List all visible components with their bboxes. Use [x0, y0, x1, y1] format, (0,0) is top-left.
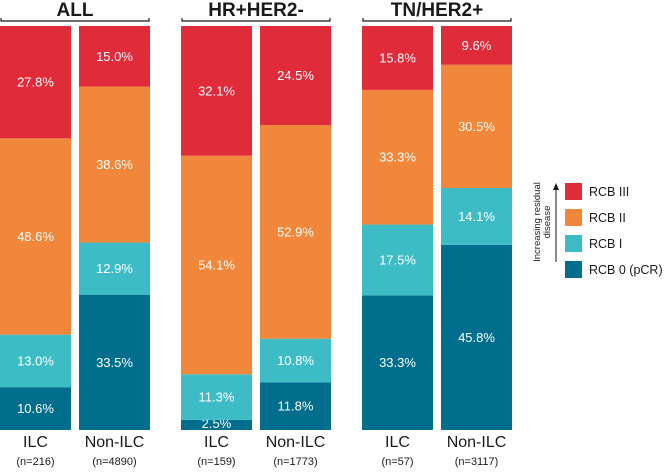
legend-swatch-rcb-ii — [565, 209, 582, 226]
legend-label-rcb-iii: RCB III — [589, 185, 629, 199]
bar-segment-tn-her2-non-ilc-rcb-0-pcr — [441, 244, 512, 430]
category-label-hr-her2-non-ilc: Non-ILC — [266, 434, 326, 451]
category-label-all-ilc: ILC — [23, 434, 48, 451]
bar-segment-hr-her2-ilc-rcb-i — [181, 374, 252, 420]
data-label-tn-her2-ilc-rcb-ii: 33.3% — [379, 150, 416, 165]
sample-size-label-all-non-ilc: (n=4890) — [92, 456, 136, 468]
bar-segment-hr-her2-non-ilc-rcb-i — [260, 338, 331, 383]
bar-segment-all-ilc-rcb-ii — [0, 138, 71, 335]
bar-segment-all-ilc-rcb-iii — [0, 26, 71, 139]
increasing-disease-note-line-1: Increasing residual — [532, 182, 543, 262]
data-label-hr-her2-non-ilc-rcb-iii: 24.5% — [277, 68, 314, 83]
data-label-all-ilc-rcb-0-pcr: 10.6% — [17, 401, 54, 416]
legend-swatch-rcb-0-pcr — [565, 261, 582, 278]
bar-segment-hr-her2-ilc-rcb-iii — [181, 26, 252, 156]
sample-size-label-all-ilc: (n=216) — [16, 456, 54, 468]
bar-segment-all-ilc-rcb-0-pcr — [0, 387, 71, 430]
bar-segment-all-ilc-rcb-i — [0, 334, 71, 388]
data-label-hr-her2-ilc-rcb-i: 11.3% — [199, 390, 235, 405]
group-bracket-tn-her2 — [362, 18, 512, 22]
group-bracket-all — [0, 18, 150, 22]
category-label-hr-her2-ilc: ILC — [204, 434, 229, 451]
data-label-tn-her2-non-ilc-rcb-iii: 9.6% — [462, 38, 492, 53]
data-label-hr-her2-ilc-rcb-ii: 54.1% — [198, 257, 235, 272]
sample-size-label-tn-her2-non-ilc: (n=3117) — [455, 456, 499, 468]
bar-segment-all-non-ilc-rcb-ii — [79, 86, 150, 243]
increasing-disease-note-line-2: disease — [542, 206, 553, 239]
category-label-all-non-ilc: Non-ILC — [85, 434, 145, 451]
legend-label-rcb-0-pcr: RCB 0 (pCR) — [589, 263, 663, 277]
bar-segment-hr-her2-non-ilc-rcb-0-pcr — [260, 382, 331, 430]
data-label-tn-her2-ilc-rcb-i: 17.5% — [379, 252, 416, 267]
bar-segment-hr-her2-non-ilc-rcb-iii — [260, 26, 331, 125]
data-label-tn-her2-ilc-rcb-iii: 15.8% — [379, 50, 416, 65]
group-title-hr-her2: HR+HER2- — [208, 0, 304, 21]
bar-segment-tn-her2-non-ilc-rcb-ii — [441, 64, 512, 189]
bar-segment-tn-her2-ilc-rcb-i — [362, 224, 433, 296]
bar-segment-hr-her2-ilc-rcb-ii — [181, 155, 252, 375]
data-label-hr-her2-ilc-rcb-iii: 32.1% — [198, 83, 235, 98]
data-label-hr-her2-non-ilc-rcb-0-pcr: 11.8% — [278, 399, 314, 414]
data-label-tn-her2-ilc-rcb-0-pcr: 33.3% — [379, 355, 416, 370]
data-label-all-ilc-rcb-ii: 48.6% — [17, 229, 54, 244]
group-title-tn-her2: TN/HER2+ — [391, 0, 483, 21]
bar-segment-tn-her2-non-ilc-rcb-iii — [441, 26, 512, 65]
category-label-tn-her2-non-ilc: Non-ILC — [447, 434, 507, 451]
bar-segment-all-non-ilc-rcb-0-pcr — [79, 294, 150, 430]
sample-size-label-hr-her2-non-ilc: (n=1773) — [273, 456, 317, 468]
data-label-tn-her2-non-ilc-rcb-ii: 30.5% — [458, 119, 495, 134]
data-label-hr-her2-non-ilc-rcb-ii: 52.9% — [277, 224, 314, 239]
bar-segment-all-non-ilc-rcb-iii — [79, 26, 150, 87]
data-label-all-ilc-rcb-i: 13.0% — [17, 353, 54, 368]
bar-segment-tn-her2-ilc-rcb-ii — [362, 89, 433, 225]
legend-swatch-rcb-i — [565, 235, 582, 252]
legend-label-rcb-i: RCB I — [589, 237, 622, 251]
bar-segment-tn-her2-non-ilc-rcb-i — [441, 188, 512, 245]
data-label-all-non-ilc-rcb-iii: 15.0% — [96, 49, 133, 64]
legend-label-rcb-ii: RCB II — [589, 211, 626, 225]
bar-segment-hr-her2-non-ilc-rcb-ii — [260, 124, 331, 339]
sample-size-label-hr-her2-ilc: (n=159) — [197, 456, 235, 468]
bar-segment-tn-her2-ilc-rcb-0-pcr — [362, 295, 433, 430]
data-label-all-non-ilc-rcb-0-pcr: 33.5% — [96, 355, 133, 370]
data-label-tn-her2-non-ilc-rcb-i: 14.1% — [458, 209, 495, 224]
data-label-hr-her2-non-ilc-rcb-i: 10.8% — [277, 353, 314, 368]
data-label-all-non-ilc-rcb-ii: 38.6% — [96, 157, 133, 172]
bar-segment-all-non-ilc-rcb-i — [79, 242, 150, 295]
bar-segment-tn-her2-ilc-rcb-iii — [362, 26, 433, 90]
group-bracket-hr-her2 — [181, 18, 331, 22]
bar-segment-hr-her2-ilc-rcb-0-pcr — [181, 419, 252, 430]
data-label-all-non-ilc-rcb-i: 12.9% — [96, 261, 133, 276]
legend-swatch-rcb-iii — [565, 183, 582, 200]
data-label-tn-her2-non-ilc-rcb-0-pcr: 45.8% — [458, 330, 495, 345]
data-label-all-ilc-rcb-iii: 27.8% — [17, 75, 54, 90]
group-title-all: ALL — [57, 0, 94, 21]
sample-size-label-tn-her2-ilc: (n=57) — [381, 456, 413, 468]
category-label-tn-her2-ilc: ILC — [385, 434, 410, 451]
increasing-disease-arrow-icon — [553, 183, 559, 190]
